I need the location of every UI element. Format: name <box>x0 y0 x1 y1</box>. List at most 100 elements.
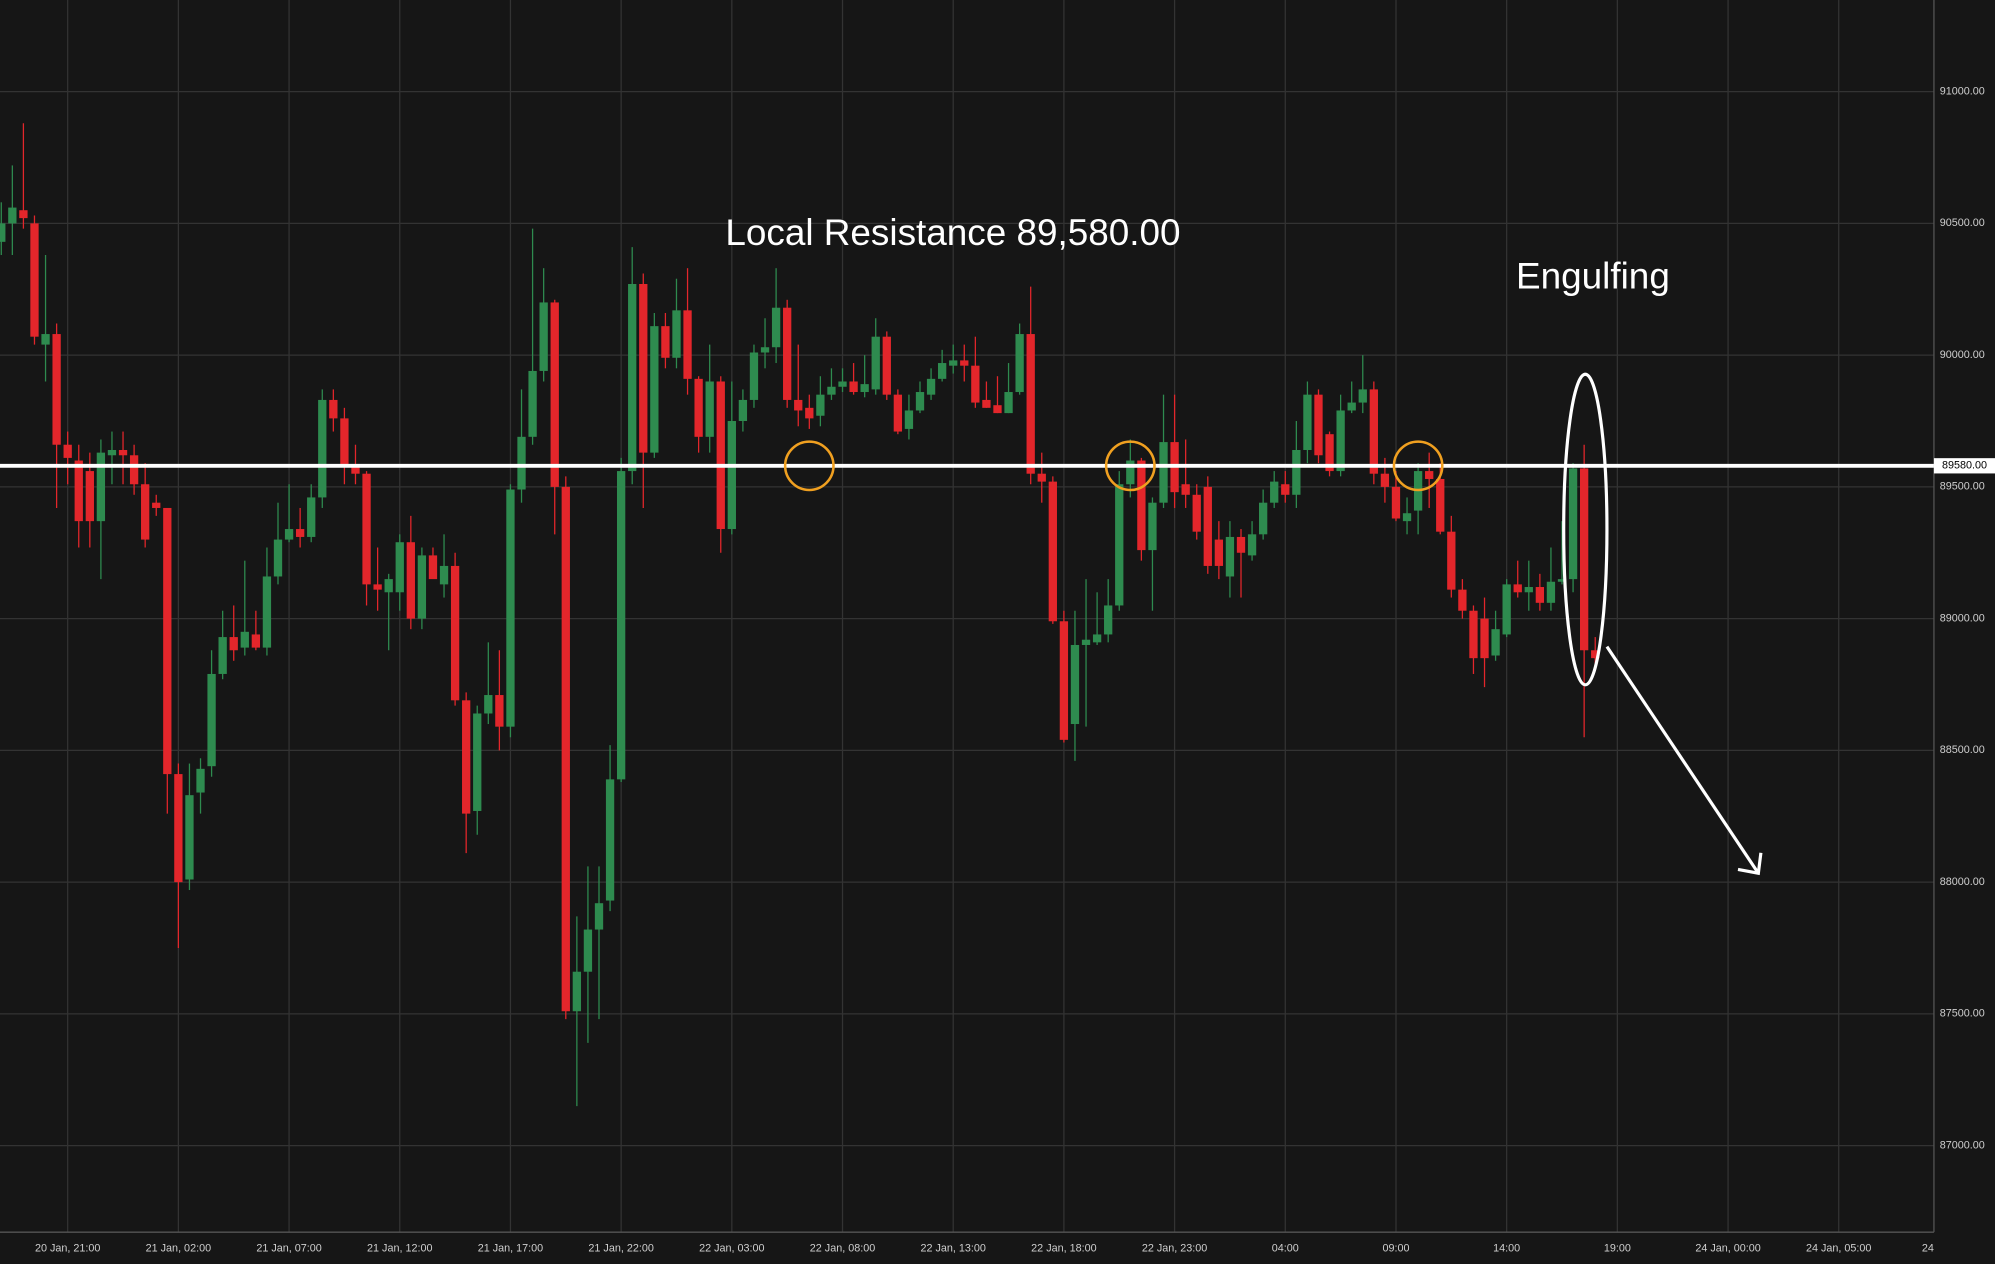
candle-body <box>993 405 1002 414</box>
arrow-head <box>1737 852 1763 876</box>
candle-body <box>118 449 128 456</box>
candle-body <box>1015 334 1024 393</box>
x-tick-label: 14:00 <box>1493 1243 1520 1255</box>
candle-body <box>1513 584 1522 593</box>
y-tick-label: 88500.00 <box>1940 744 1985 756</box>
x-tick-label: 09:00 <box>1382 1243 1409 1255</box>
candle-body <box>1037 473 1046 482</box>
candle-body <box>384 579 393 593</box>
y-tick-label: 89500.00 <box>1940 481 1985 493</box>
touch-circle <box>1104 440 1156 492</box>
candle-body <box>129 455 139 485</box>
candle-body <box>937 363 947 379</box>
x-tick-label: 19:00 <box>1604 1243 1631 1255</box>
candle-body <box>262 576 272 648</box>
candle-body <box>1524 587 1533 593</box>
candle-body <box>1159 442 1168 503</box>
candle-body <box>240 631 249 648</box>
y-tick-label: 90000.00 <box>1940 349 1985 361</box>
touch-circle <box>1392 440 1444 492</box>
candle-body <box>1126 460 1135 485</box>
candle-body <box>41 334 50 345</box>
candle-body <box>152 502 161 508</box>
candle-body <box>1380 473 1390 487</box>
candle-body <box>760 347 770 353</box>
candle-body <box>1225 536 1235 577</box>
candle-body <box>517 436 526 490</box>
candle-body <box>1247 534 1257 556</box>
candle-body <box>1402 513 1412 522</box>
candle-body <box>1070 644 1080 725</box>
candle-body <box>52 334 61 445</box>
candle-body <box>1347 402 1356 411</box>
candle-body <box>683 310 692 379</box>
candle-body <box>1591 650 1600 659</box>
candle-body <box>915 392 925 411</box>
x-tick-label: 24 Jan, 05:00 <box>1806 1243 1871 1255</box>
candle-body <box>0 223 6 242</box>
candle-body <box>450 565 460 701</box>
candle-body <box>694 378 703 437</box>
candle-body <box>1336 410 1345 472</box>
candle-body <box>816 394 825 416</box>
candle-body <box>1092 634 1102 643</box>
x-tick-label: 22 Jan, 08:00 <box>810 1243 875 1255</box>
candle-body <box>196 768 205 793</box>
candle-body <box>1004 392 1013 414</box>
candle-body <box>1469 610 1478 659</box>
candle-body <box>1115 484 1124 606</box>
candle-body <box>528 370 537 437</box>
candle-body <box>827 386 836 395</box>
candle-body <box>1369 389 1378 474</box>
candle-body <box>284 529 294 540</box>
candle-body <box>273 539 283 577</box>
candle-body <box>1358 389 1367 403</box>
candle-body <box>716 381 725 530</box>
candle-body <box>1048 481 1057 622</box>
candle-body <box>1325 434 1334 472</box>
candle-body <box>340 418 349 466</box>
candle-body <box>783 307 792 400</box>
y-tick-label: 87000.00 <box>1940 1139 1985 1151</box>
candle-body <box>351 465 360 474</box>
x-tick-label: 21 Jan, 02:00 <box>146 1243 211 1255</box>
candle-body <box>738 399 748 422</box>
candle-body <box>473 713 482 811</box>
candle-body <box>749 352 759 400</box>
x-tick-label: 21 Jan, 07:00 <box>256 1243 321 1255</box>
candle-body <box>495 695 504 727</box>
candle-body <box>1181 484 1190 495</box>
x-tick-label: 22 Jan, 18:00 <box>1031 1243 1096 1255</box>
candle-body <box>550 302 559 487</box>
candle-body <box>1236 536 1246 553</box>
candle-body <box>63 444 72 458</box>
candle-body <box>1480 618 1489 659</box>
candle-body <box>1314 394 1323 456</box>
candle-body <box>971 365 980 403</box>
candle-body <box>1281 484 1290 495</box>
resistance-label-box <box>1933 458 1995 474</box>
candle-body <box>373 584 382 590</box>
candle-body <box>1568 468 1578 580</box>
x-tick-label: 24 Jan, 00:00 <box>1695 1243 1760 1255</box>
candle-body <box>174 774 183 883</box>
candle-body <box>1292 449 1301 495</box>
y-tick-label: 89000.00 <box>1940 612 1985 624</box>
candle-body <box>672 310 681 358</box>
x-tick-label: 22 Jan, 13:00 <box>920 1243 985 1255</box>
x-tick-label: 24 <box>1922 1243 1934 1255</box>
candles <box>0 123 1600 1107</box>
candle-body <box>439 565 449 585</box>
candle-body <box>506 489 515 727</box>
x-tick-label: 21 Jan, 12:00 <box>367 1243 432 1255</box>
candle-body <box>484 695 493 714</box>
candle-body <box>30 223 39 337</box>
touch-circle <box>783 440 835 492</box>
resistance-label: 89580.00 <box>1942 460 1987 472</box>
candle-body <box>307 497 316 537</box>
candle-body <box>849 381 858 393</box>
candle-body <box>329 399 338 419</box>
candle-body <box>882 336 891 395</box>
